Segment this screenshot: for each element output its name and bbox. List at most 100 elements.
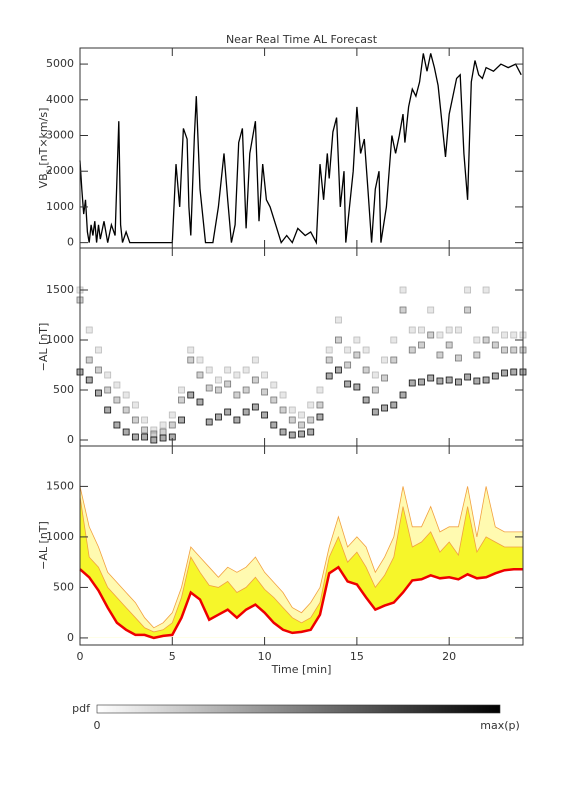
- pdf-point: [233, 391, 241, 399]
- pdf-point: [390, 401, 398, 409]
- y-tick-label: 1000: [46, 200, 74, 213]
- pdf-point: [205, 366, 213, 374]
- pdf-point: [491, 341, 499, 349]
- x-tick-label: 20: [442, 650, 456, 663]
- pdf-point: [131, 401, 139, 409]
- pdf-point: [371, 408, 379, 416]
- pdf-point: [307, 416, 315, 424]
- x-tick-label: 10: [258, 650, 272, 663]
- pdf-point: [418, 326, 425, 334]
- y-axis-label: −AL [nT]: [37, 521, 50, 570]
- pdf-point: [464, 286, 472, 294]
- pdf-point: [251, 403, 259, 411]
- pdf-point: [454, 326, 462, 334]
- y-axis-label-part: s: [44, 169, 53, 173]
- pdf-point: [298, 411, 305, 419]
- pdf-point: [150, 426, 158, 434]
- pdf-point: [316, 401, 324, 409]
- pdf-point: [399, 391, 407, 399]
- pdf-point: [307, 401, 315, 409]
- pdf-point: [501, 346, 508, 354]
- pdf-point: [168, 411, 176, 419]
- pdf-point: [445, 326, 453, 334]
- pdf-point: [131, 433, 139, 441]
- colorbar-max: max(p): [480, 719, 520, 732]
- pdf-point: [316, 413, 324, 421]
- pdf-point: [298, 421, 305, 429]
- x-axis-label: Time [min]: [271, 663, 332, 676]
- pdf-point: [464, 306, 472, 314]
- y-tick-label: 0: [67, 236, 74, 249]
- pdf-point: [482, 336, 490, 344]
- pdf-point: [399, 306, 407, 314]
- pdf-point: [104, 386, 112, 394]
- pdf-point: [464, 373, 472, 381]
- colorbar: [96, 704, 501, 714]
- plot-frame: [79, 445, 524, 646]
- y-tick-label: 500: [53, 383, 74, 396]
- pdf-point: [381, 356, 388, 364]
- pdf-point: [113, 396, 121, 404]
- pdf-point: [362, 396, 370, 404]
- pdf-point: [307, 428, 315, 436]
- pdf-point: [399, 286, 407, 294]
- pdf-point: [122, 391, 130, 399]
- panel: [76, 286, 527, 444]
- pdf-point: [205, 418, 213, 426]
- pdf-point: [141, 426, 149, 434]
- pdf-point: [85, 376, 93, 384]
- area-line: [79, 486, 523, 629]
- y-axis-label: VBs [nT×km/s]: [37, 108, 53, 189]
- pdf-point: [270, 421, 278, 429]
- y-tick-label: 5000: [46, 57, 74, 70]
- pdf-point: [371, 386, 379, 394]
- pdf-point: [335, 366, 342, 374]
- pdf-point: [95, 366, 102, 374]
- pdf-point: [482, 286, 490, 294]
- pdf-point: [187, 391, 195, 399]
- pdf-point: [325, 356, 333, 364]
- pdf-point: [454, 354, 462, 362]
- pdf-point: [353, 336, 361, 344]
- pdf-point: [224, 408, 232, 416]
- area-line: [79, 496, 523, 633]
- pdf-point: [353, 351, 361, 359]
- pdf-point: [261, 411, 268, 419]
- pdf-point: [122, 428, 130, 436]
- pdf-point: [196, 398, 204, 406]
- pdf-point: [473, 336, 481, 344]
- pdf-point: [104, 371, 112, 379]
- pdf-point: [445, 376, 453, 384]
- pdf-point: [408, 346, 416, 354]
- pdf-point: [436, 331, 444, 339]
- x-tick-label: 15: [350, 650, 364, 663]
- pdf-point: [427, 306, 435, 314]
- pdf-point: [178, 396, 185, 404]
- pdf-point: [501, 331, 508, 339]
- y-tick-label: 3000: [46, 129, 74, 142]
- pdf-point: [381, 404, 388, 412]
- y-tick-label: 1000: [46, 333, 74, 346]
- y-tick-label: 1500: [46, 479, 74, 492]
- pdf-point: [344, 346, 352, 354]
- pdf-point: [288, 416, 296, 424]
- pdf-point: [131, 416, 139, 424]
- y-axis-label-part: VB: [37, 173, 50, 188]
- pdf-point: [418, 341, 425, 349]
- pdf-point: [215, 386, 222, 394]
- pdf-point: [390, 356, 398, 364]
- pdf-point: [279, 428, 287, 436]
- pdf-point: [482, 376, 490, 384]
- pdf-point: [427, 374, 435, 382]
- pdf-point: [242, 386, 250, 394]
- y-axis-label: −AL [nT]: [37, 323, 50, 372]
- pdf-point: [150, 430, 158, 438]
- panel: [79, 486, 523, 640]
- pdf-point: [205, 384, 213, 392]
- pdf-point: [408, 379, 416, 387]
- pdf-point: [473, 351, 481, 359]
- panel: [79, 53, 522, 246]
- pdf-point: [510, 331, 518, 339]
- pdf-point: [473, 377, 481, 385]
